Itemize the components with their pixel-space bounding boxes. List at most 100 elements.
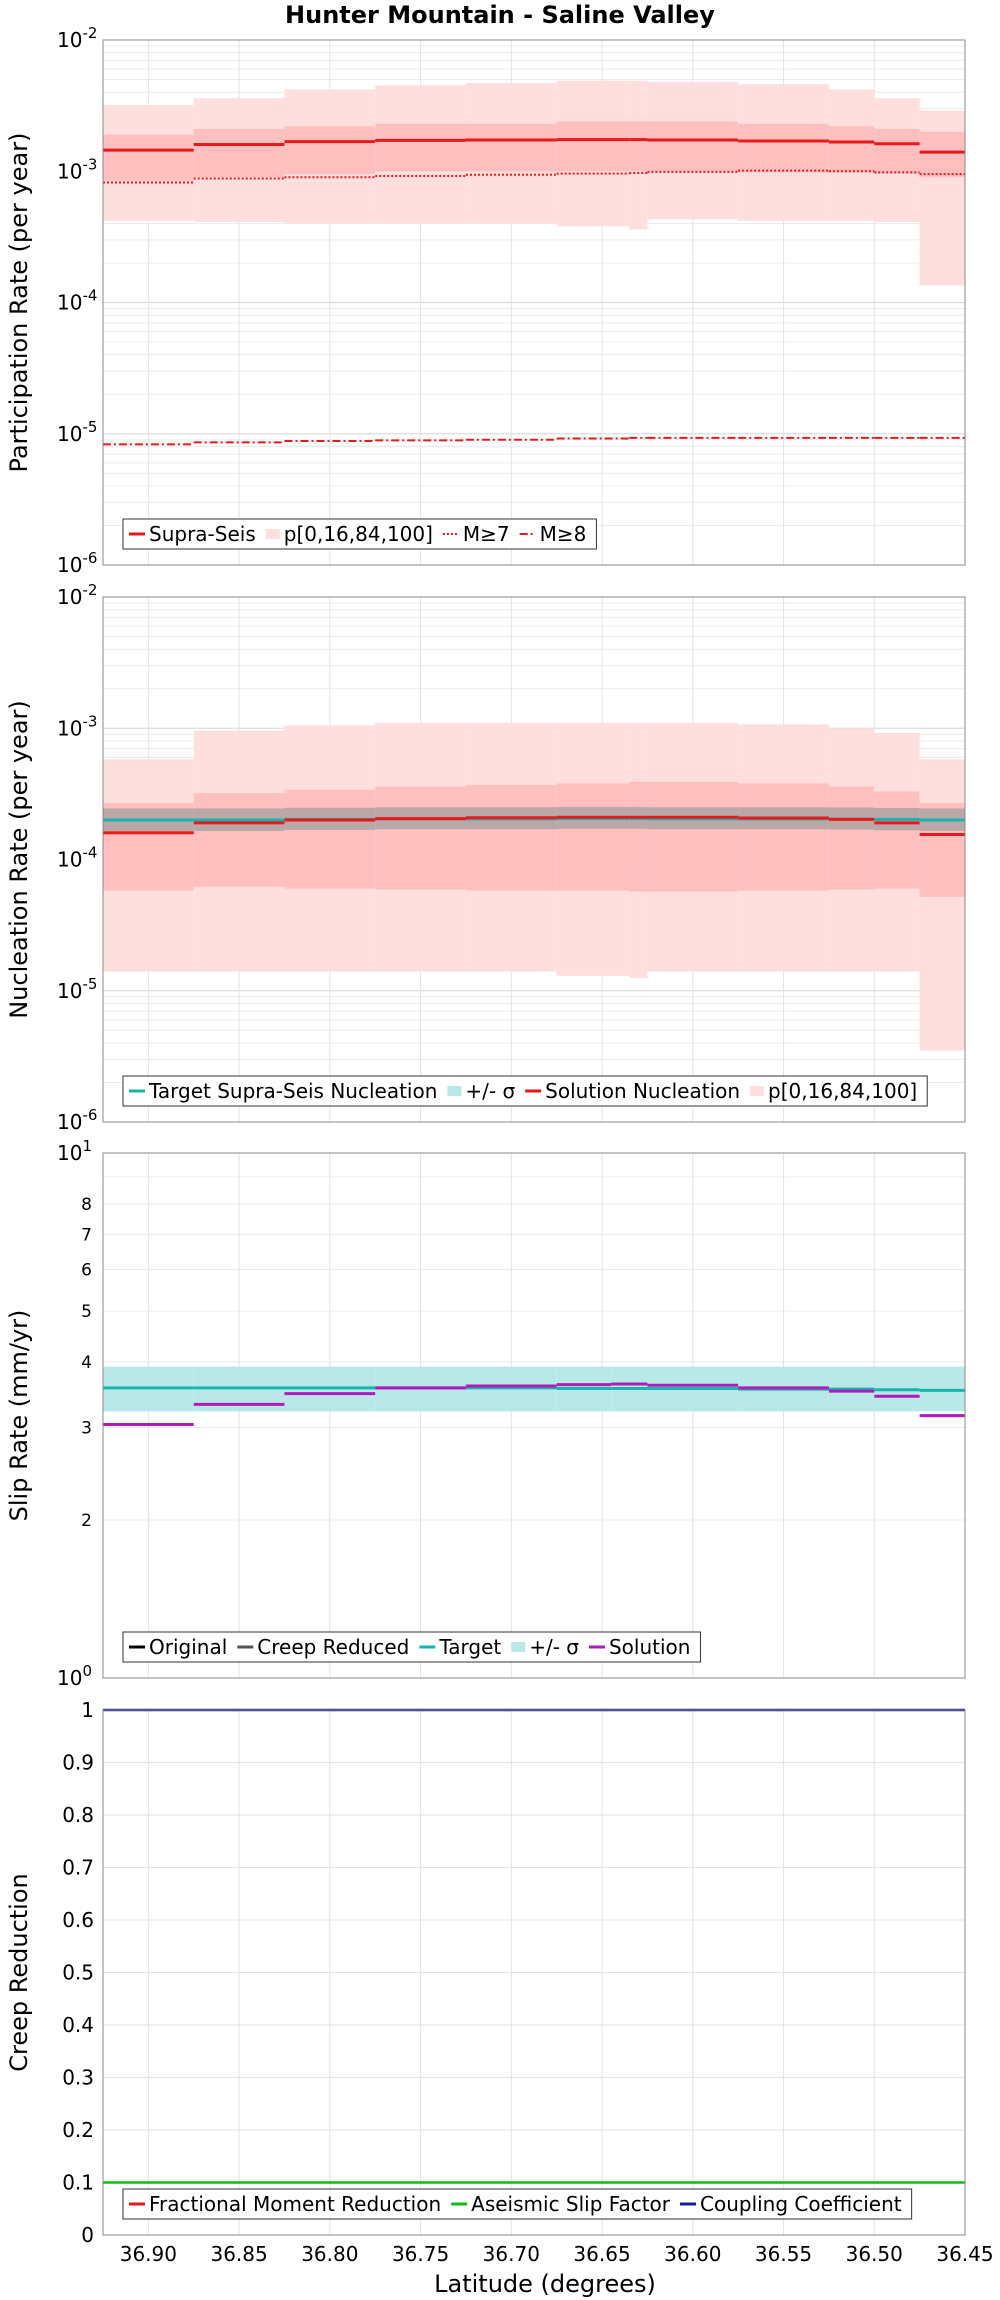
- band-p16-p84: [193, 128, 285, 178]
- band-p16-p84: [647, 781, 739, 892]
- creep-panel: 0 0.1 0.2 0.3 0.4 0.5 0.6 0.7 0.8 0.9 1 Creep Reduc…: [5, 1698, 994, 2266]
- plot-frame: [102, 39, 966, 566]
- legend-label: +/- σ: [465, 1079, 515, 1103]
- gridlines: [103, 1152, 966, 1679]
- y-tick-label: 0.2: [62, 2118, 94, 2142]
- band-p16-p84: [556, 121, 630, 172]
- y-minor-tick-label: 3: [81, 1419, 92, 1439]
- legend-label: M≥8: [540, 522, 587, 546]
- series-solution-nucleation: [103, 815, 965, 837]
- x-tick-label: 36.80: [301, 2242, 358, 2266]
- x-tick-label: 36.45: [936, 2242, 993, 2266]
- legend-box: [122, 1075, 928, 1107]
- y-tick-label: 100: [57, 1662, 92, 1690]
- legend-item: Target: [419, 1635, 501, 1659]
- y-tick-label: 0: [81, 2223, 94, 2247]
- x-tick-label: 36.65: [573, 2242, 630, 2266]
- percentile-bands: [103, 722, 965, 1051]
- y-tick-label: 10-4: [57, 287, 97, 315]
- participation-panel: 10-6 10-5 10-4 10-3 10-2 Participation Rate (…: [5, 24, 966, 577]
- legend-item: Solution: [588, 1635, 690, 1659]
- x-tick-label: 36.60: [664, 2242, 721, 2266]
- legend-item: Coupling Coefficient: [680, 2192, 902, 2216]
- y-tick-label: 0.1: [62, 2171, 94, 2195]
- y-tick-label: 10-5: [57, 975, 97, 1003]
- y-tick-label: 0.6: [62, 1908, 94, 1932]
- chart-title: Hunter Mountain - Saline Valley: [285, 1, 715, 29]
- legend-label: +/- σ: [529, 1635, 579, 1659]
- band-p16-p84: [738, 783, 829, 891]
- gridlines: [103, 1709, 966, 2236]
- y-tick-label: 10-3: [57, 712, 97, 740]
- y-minor-tick-label: 6: [81, 1260, 92, 1280]
- legend-swatch: [447, 1086, 462, 1096]
- plot-frame: [102, 1152, 966, 1679]
- nucleation-panel: 10-6 10-5 10-4 10-3 10-2 Nucleation Rate (per…: [5, 581, 966, 1134]
- y-axis-label: Slip Rate (mm/yr): [5, 1310, 33, 1522]
- y-minor-tick-label: 7: [81, 1225, 92, 1245]
- legend-item: p[0,16,84,100]: [265, 522, 433, 546]
- y-tick-labels: 100 101 2 3 4 5 6 7 8: [57, 1137, 92, 1690]
- panels: 10-6 10-5 10-4 10-3 10-2 Participation Rate (…: [5, 24, 994, 2266]
- legend-label: Coupling Coefficient: [700, 2192, 902, 2216]
- x-tick-label: 36.55: [755, 2242, 812, 2266]
- band-p16-p84: [828, 786, 875, 890]
- legend-item: Solution Nucleation: [525, 1079, 740, 1103]
- y-tick-label: 101: [57, 1137, 92, 1165]
- band-p16-p84: [465, 123, 557, 172]
- series-m-7: [103, 169, 965, 184]
- y-minor-tick-label: 2: [81, 1511, 92, 1531]
- band-p16-p84: [284, 126, 376, 175]
- y-minor-tick-label: 8: [81, 1195, 92, 1215]
- y-tick-label: 0.9: [62, 1751, 94, 1775]
- x-tick-label: 36.75: [392, 2242, 449, 2266]
- y-tick-label: 0.5: [62, 1961, 94, 1985]
- y-minor-tick-label: 4: [81, 1353, 92, 1373]
- band-p16-p84: [919, 131, 965, 178]
- legend-item: Aseismic Slip Factor: [451, 2192, 671, 2216]
- x-axis-label: Latitude (degrees): [434, 2270, 656, 2298]
- band-p16-p84: [647, 121, 739, 172]
- legend-item: Supra-Seis: [129, 522, 256, 546]
- legend-item: +/- σ: [511, 1635, 579, 1659]
- legend: Target Supra-Seis Nucleation +/- σ Solutio…: [122, 1075, 928, 1107]
- y-axis-label: Creep Reduction: [5, 1873, 33, 2071]
- y-axis-label: Nucleation Rate (per year): [5, 700, 33, 1019]
- x-tick-label: 36.50: [846, 2242, 903, 2266]
- legend-box: [122, 518, 597, 550]
- legend-label: M≥7: [463, 522, 510, 546]
- y-tick-labels: 10-6 10-5 10-4 10-3 10-2: [57, 24, 97, 577]
- legend-item: M≥7: [442, 522, 510, 546]
- legend-item: Original: [129, 1635, 227, 1659]
- y-tick-label: 10-4: [57, 844, 97, 872]
- y-minor-tick-label: 5: [81, 1302, 92, 1322]
- band-p16-p84: [874, 791, 920, 889]
- x-tick-label: 36.90: [120, 2242, 177, 2266]
- legend-label: Creep Reduced: [257, 1635, 409, 1659]
- y-tick-label: 0.3: [62, 2066, 94, 2090]
- y-tick-label: 10-6: [57, 1106, 97, 1134]
- legend: Fractional Moment Reduction Aseismic Slip…: [122, 2188, 913, 2220]
- y-tick-label: 0.7: [62, 1856, 94, 1880]
- legend-item: p[0,16,84,100]: [750, 1079, 917, 1103]
- series-solution: [103, 1382, 965, 1426]
- legend-label: Solution Nucleation: [545, 1079, 740, 1103]
- legend-item: M≥8: [519, 522, 587, 546]
- y-tick-label: 10-3: [57, 155, 97, 183]
- x-tick-labels: 36.90 36.85 36.80 36.75 36.70 36.65 36.60 36.55…: [120, 2242, 994, 2266]
- legend-label: Original: [149, 1635, 227, 1659]
- legend-swatch: [511, 1642, 526, 1652]
- plot-frame: [102, 596, 966, 1123]
- legend-item: Target Supra-Seis Nucleation: [129, 1079, 437, 1103]
- legend-label: Supra-Seis: [149, 522, 256, 546]
- legend-swatch: [265, 529, 280, 539]
- legend-item: Fractional Moment Reduction: [129, 2192, 441, 2216]
- y-tick-label: 10-2: [57, 24, 97, 52]
- plot-frame: [102, 1709, 966, 2236]
- x-tick-label: 36.85: [210, 2242, 267, 2266]
- y-tick-label: 0.8: [62, 1803, 94, 1827]
- band-p16-p84: [465, 784, 557, 891]
- legend-label: Target Supra-Seis Nucleation: [148, 1079, 437, 1103]
- legend-item: Creep Reduced: [237, 1635, 409, 1659]
